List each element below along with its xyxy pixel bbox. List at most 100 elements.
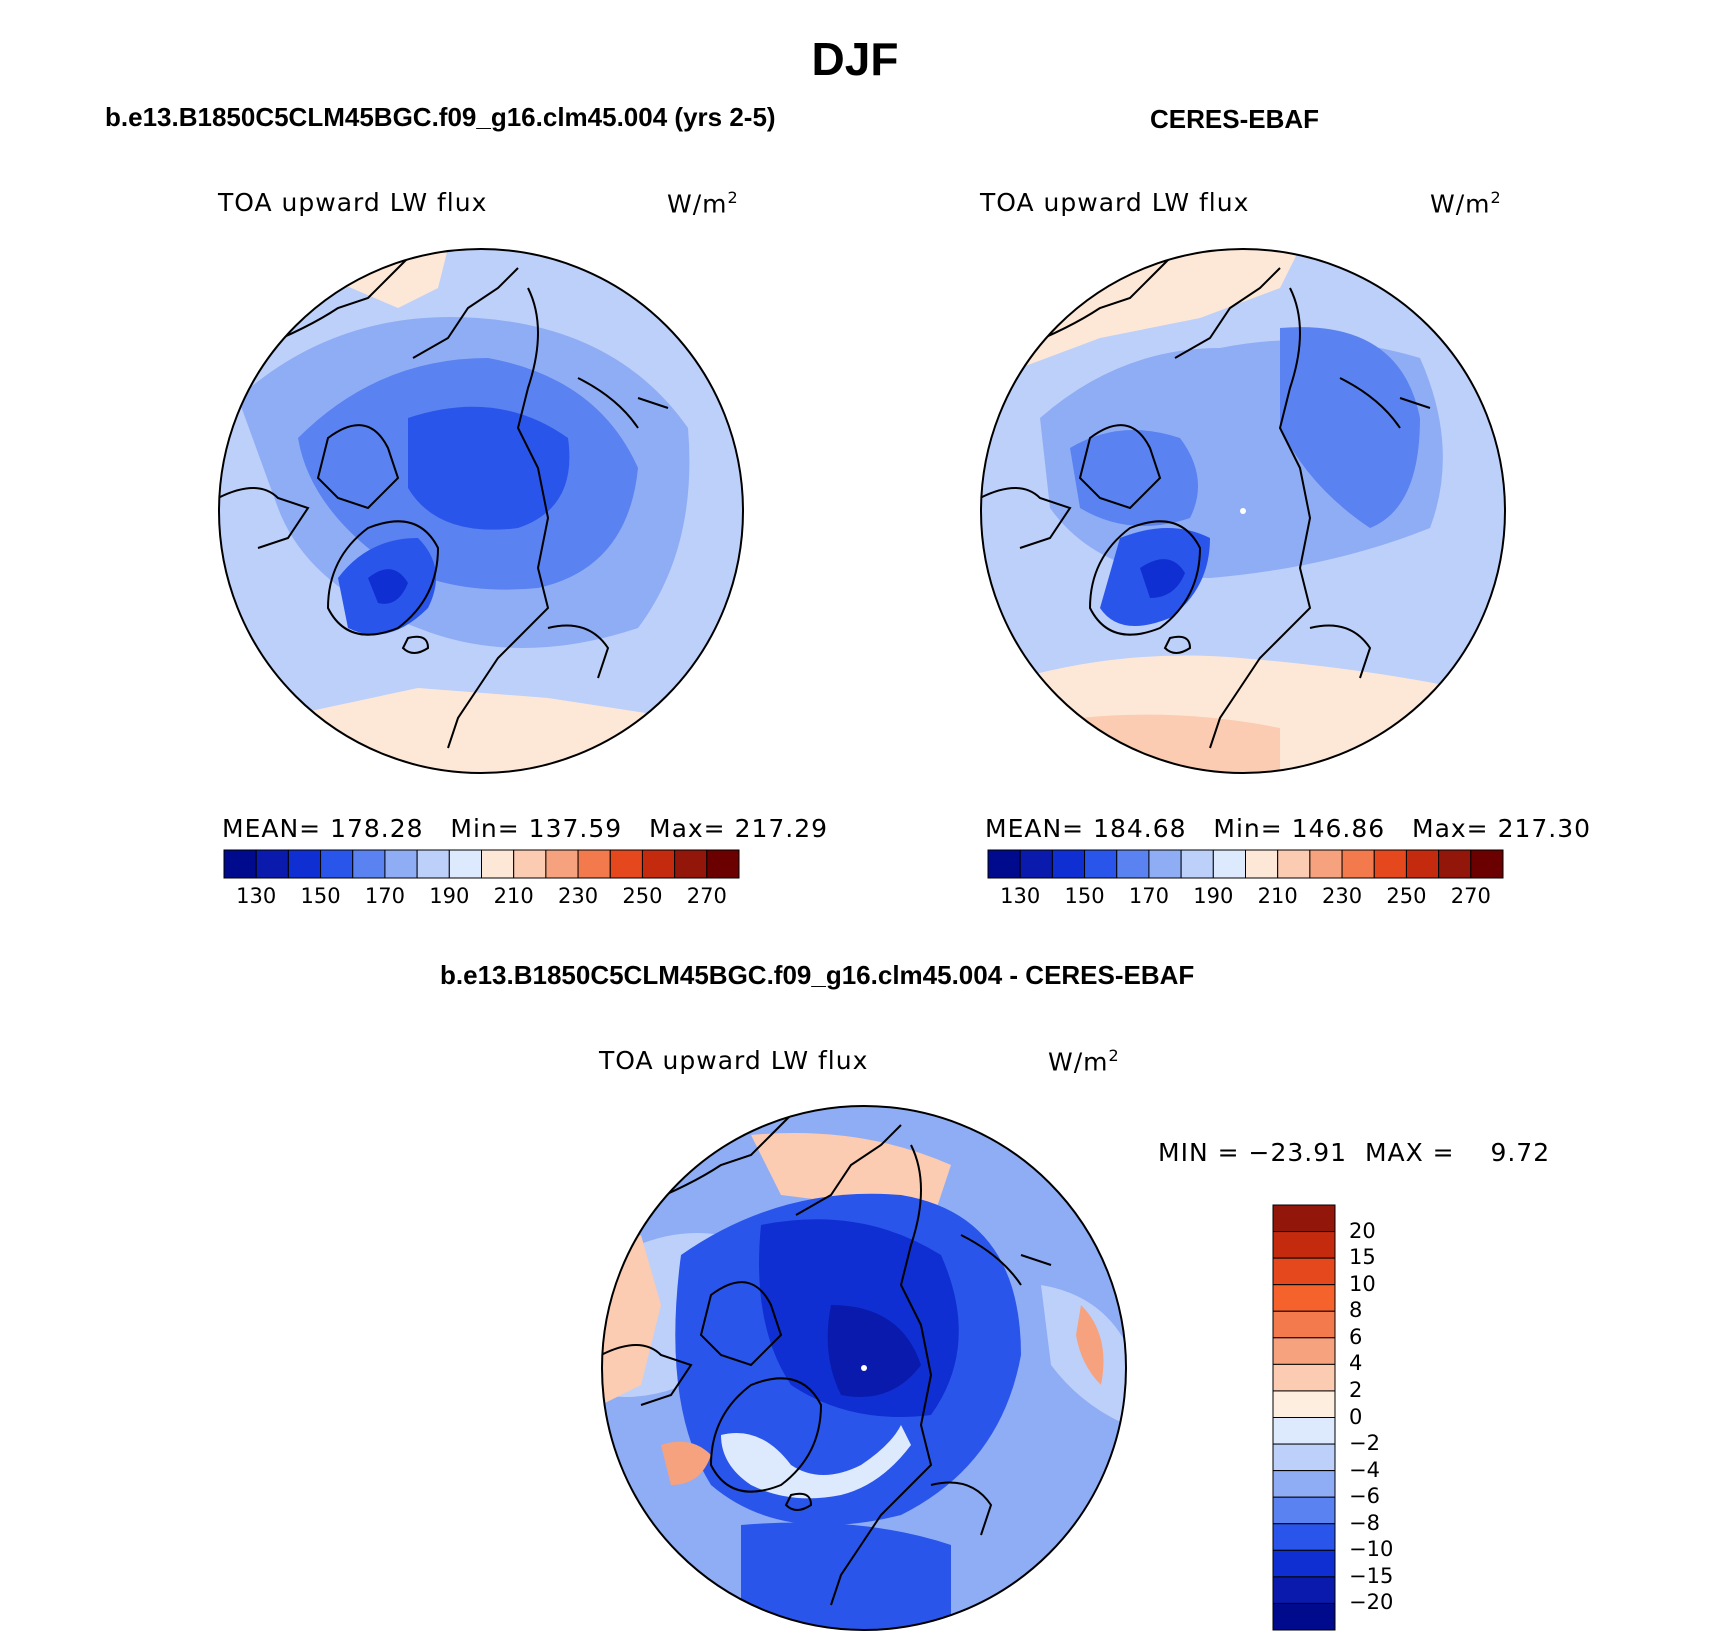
colorbar-tick-label: 230	[1322, 884, 1362, 908]
polar-map-diff	[601, 1105, 1127, 1631]
colorbar-swatch	[1181, 850, 1213, 878]
colorbar-swatch	[1273, 1577, 1335, 1604]
colorbar-swatch	[1273, 1497, 1335, 1524]
colorbar-swatch	[1273, 1205, 1335, 1232]
colorbar-tick-label: −2	[1349, 1431, 1380, 1455]
colorbar-swatch	[988, 850, 1020, 878]
colorbar-tick-label: −20	[1349, 1590, 1393, 1614]
colorbar-swatch	[482, 850, 514, 878]
colorbar-swatch	[1273, 1550, 1335, 1577]
colorbar-tick-label: −8	[1349, 1511, 1380, 1535]
colorbar-tick-label: 130	[1000, 884, 1040, 908]
colorbar-swatch	[1273, 1391, 1335, 1418]
figure-title: DJF	[0, 32, 1710, 86]
colorbar-swatch	[1117, 850, 1149, 878]
colorbar-tick-label: 6	[1349, 1325, 1362, 1349]
colorbar-tick-label: 0	[1349, 1405, 1362, 1429]
colorbar-tick-label: 20	[1349, 1219, 1376, 1243]
colorbar-swatch	[578, 850, 610, 878]
colorbar-tick-label: −4	[1349, 1458, 1380, 1482]
colorbar-swatch	[1471, 850, 1503, 878]
pole-marker	[1240, 508, 1246, 514]
colorbar-tick-label: −15	[1349, 1564, 1393, 1588]
colorbar-swatch	[1273, 1285, 1335, 1312]
stats-diff: MIN = −23.91 MAX = 9.72	[1158, 1138, 1550, 1167]
colorbar-swatch	[1020, 850, 1052, 878]
colorbar-swatch	[1273, 1418, 1335, 1445]
colorbar-swatch	[353, 850, 385, 878]
colorbar-swatch	[1273, 1338, 1335, 1365]
colorbar-swatch	[1342, 850, 1374, 878]
colorbar-tick-label: 170	[365, 884, 405, 908]
colorbar-tick-label: 250	[1386, 884, 1426, 908]
colorbar-swatch	[514, 850, 546, 878]
colorbar-swatch	[417, 850, 449, 878]
colorbar-swatch	[1439, 850, 1471, 878]
stats-obs: MEAN= 184.68 Min= 146.86 Max= 217.30	[985, 814, 1591, 843]
colorbar-swatch	[1278, 850, 1310, 878]
colorbar-tick-label: 130	[236, 884, 276, 908]
colorbar-swatch	[1273, 1258, 1335, 1285]
colorbar-swatch	[1085, 850, 1117, 878]
colorbar-tick-label: 210	[494, 884, 534, 908]
field-very-cold-core	[408, 407, 569, 530]
units-label-obs: W/m2	[1430, 188, 1502, 218]
colorbar-swatch	[1406, 850, 1438, 878]
panel-title-obs: CERES-EBAF	[1150, 104, 1319, 135]
colorbar-swatch	[1273, 1364, 1335, 1391]
colorbar-swatch	[707, 850, 739, 878]
colorbar-swatch	[546, 850, 578, 878]
colorbar-tick-label: −6	[1349, 1484, 1380, 1508]
colorbar-obs	[988, 850, 1503, 878]
units-label-diff: W/m2	[1048, 1046, 1120, 1076]
colorbar-tick-label: 10	[1349, 1272, 1376, 1296]
colorbar-swatch	[1273, 1524, 1335, 1551]
colorbar-swatch	[1213, 850, 1245, 878]
variable-label-diff: TOA upward LW flux	[599, 1046, 868, 1075]
panel-title-model: b.e13.B1850C5CLM45BGC.f09_g16.clm45.004 …	[105, 102, 776, 133]
colorbar-tick-label: 15	[1349, 1245, 1376, 1269]
colorbar-tick-label: 270	[1451, 884, 1491, 908]
pole-marker	[861, 1365, 867, 1371]
colorbar-swatch	[1052, 850, 1084, 878]
colorbar-tick-label: 190	[429, 884, 469, 908]
colorbar-tick-label: 150	[301, 884, 341, 908]
colorbar-tick-label: −10	[1349, 1537, 1393, 1561]
polar-map-model	[218, 248, 744, 774]
colorbar-swatch	[610, 850, 642, 878]
colorbar-swatch	[1273, 1232, 1335, 1259]
colorbar-model	[224, 850, 739, 878]
colorbar-tick-label: 250	[622, 884, 662, 908]
colorbar-swatch	[1273, 1603, 1335, 1630]
colorbar-swatch	[288, 850, 320, 878]
colorbar-tick-label: 230	[558, 884, 598, 908]
field-cold-bias-atlantic	[741, 1523, 951, 1631]
colorbar-tick-label: 2	[1349, 1378, 1362, 1402]
variable-label-model: TOA upward LW flux	[218, 188, 487, 217]
colorbar-tick-label: 270	[687, 884, 727, 908]
colorbar-swatch	[1246, 850, 1278, 878]
colorbar-swatch	[1273, 1311, 1335, 1338]
colorbar-tick-label: 150	[1065, 884, 1105, 908]
colorbar-tick-label: 170	[1129, 884, 1169, 908]
colorbar-swatch	[1310, 850, 1342, 878]
colorbar-swatch	[1273, 1471, 1335, 1498]
colorbar-swatch	[321, 850, 353, 878]
colorbar-tick-label: 8	[1349, 1298, 1362, 1322]
colorbar-tick-label: 190	[1193, 884, 1233, 908]
units-label-model: W/m2	[667, 188, 739, 218]
colorbar-swatch	[1273, 1444, 1335, 1471]
colorbar-tick-label: 210	[1258, 884, 1298, 908]
colorbar-swatch	[449, 850, 481, 878]
panel-title-diff: b.e13.B1850C5CLM45BGC.f09_g16.clm45.004 …	[440, 960, 1194, 991]
colorbar-swatch	[224, 850, 256, 878]
colorbar-swatch	[256, 850, 288, 878]
colorbar-swatch	[642, 850, 674, 878]
stats-model: MEAN= 178.28 Min= 137.59 Max= 217.29	[222, 814, 828, 843]
colorbar-swatch	[1374, 850, 1406, 878]
colorbar-diff	[1273, 1205, 1335, 1630]
variable-label-obs: TOA upward LW flux	[980, 188, 1249, 217]
polar-map-obs	[980, 248, 1506, 774]
colorbar-swatch	[385, 850, 417, 878]
colorbar-tick-label: 4	[1349, 1351, 1362, 1375]
